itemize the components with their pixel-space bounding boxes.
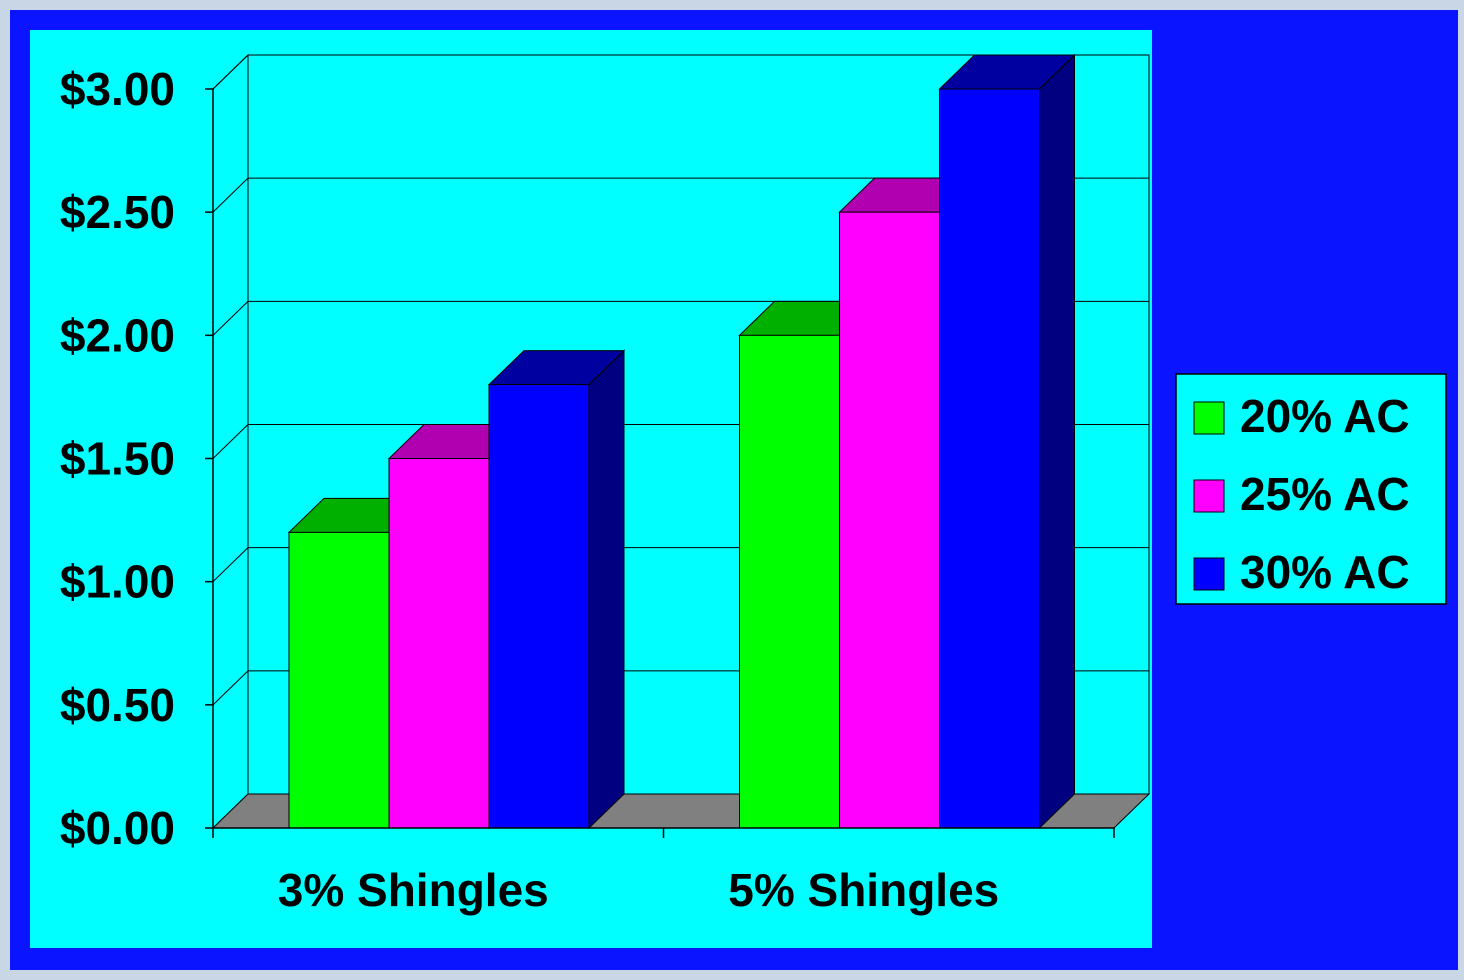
bars: [287, 53, 1076, 830]
gridline-diagonal: [212, 670, 249, 706]
legend-swatch: [1193, 479, 1225, 513]
bar: [938, 53, 1076, 830]
y-tick-label: $0.00: [60, 802, 175, 854]
gridline-diagonal: [212, 300, 249, 336]
y-tick-label: $3.00: [60, 63, 175, 115]
legend-swatch: [1193, 401, 1225, 435]
y-tick-label: $2.50: [60, 186, 175, 238]
gridline-diagonal: [212, 547, 249, 583]
y-tick-label: $1.00: [60, 556, 175, 608]
bar-chart: $0.00 $0.50 $1.00 $1.50 $2.00 $2.50 $3.00 3% S…: [30, 30, 1447, 948]
x-axis-category-labels: 3% Shingles 5% Shingles: [278, 864, 999, 916]
y-tick-label: $1.50: [60, 433, 175, 485]
y-tick-label: $0.50: [60, 679, 175, 731]
y-tick-label: $2.00: [60, 309, 175, 361]
axes: [205, 88, 1115, 838]
bar-front: [388, 458, 490, 829]
y-axis-tick-labels: $0.00 $0.50 $1.00 $1.50 $2.00 $2.50 $3.00: [60, 63, 175, 854]
legend: 20% AC 25% AC 30% AC: [1175, 373, 1447, 605]
legend-swatch: [1193, 557, 1225, 591]
slide-frame: $0.00 $0.50 $1.00 $1.50 $2.00 $2.50 $3.00 3% S…: [10, 10, 1458, 970]
x-category-label: 3% Shingles: [278, 864, 549, 916]
legend-label: 30% AC: [1240, 546, 1410, 598]
bar-front: [488, 384, 590, 829]
legend-label: 20% AC: [1240, 390, 1410, 442]
bar-side: [588, 349, 625, 830]
gridline-diagonal: [212, 424, 249, 459]
bar-front: [839, 211, 940, 829]
bar-front: [939, 88, 1040, 829]
bar: [487, 349, 626, 830]
gridline-diagonal: [212, 54, 249, 90]
x-category-label: 5% Shingles: [728, 864, 999, 916]
gridline-diagonal: [212, 177, 249, 213]
bar-front: [288, 531, 390, 829]
legend-label: 25% AC: [1240, 468, 1410, 520]
bar-front: [739, 334, 840, 829]
bar-side: [1039, 53, 1075, 830]
